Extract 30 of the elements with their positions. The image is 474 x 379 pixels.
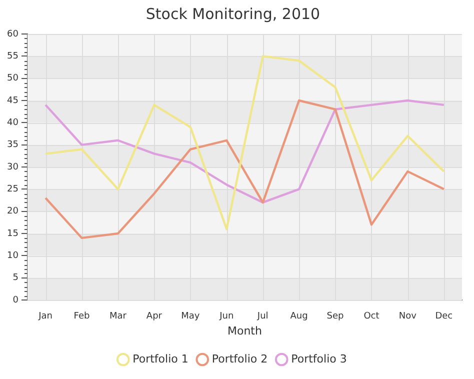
y-tick-label: 50 (7, 74, 19, 84)
x-tick-label: Aug (290, 312, 308, 322)
legend-label: Portfolio 3 (291, 352, 347, 366)
y-tick-label: 60 (7, 29, 19, 40)
y-tick-label: 25 (7, 184, 18, 195)
y-tick-label: 45 (7, 96, 18, 106)
x-axis-title: Month (227, 324, 262, 338)
y-tick-label: 35 (7, 140, 18, 150)
y-tick-label: 5 (12, 273, 18, 284)
y-tick-label: 40 (7, 118, 19, 128)
y-tick-label: 0 (12, 295, 19, 306)
y-tick-label: 20 (7, 206, 19, 217)
y-tick-label: 55 (7, 52, 18, 62)
legend-label: Portfolio 2 (212, 352, 268, 366)
x-tick-label: Mar (109, 312, 127, 322)
x-tick-label: Jan (38, 312, 52, 322)
x-tick-label: May (181, 312, 200, 322)
y-tick-label: 10 (7, 251, 19, 262)
x-tick-label: Sep (326, 312, 344, 322)
legend-label: Portfolio 1 (132, 352, 188, 366)
x-tick-label: Dec (435, 312, 453, 322)
y-tick-label: 15 (7, 228, 18, 239)
y-tick-label: 30 (7, 162, 19, 172)
x-tick-label: Oct (364, 312, 380, 322)
x-tick-label: Nov (398, 312, 418, 322)
x-tick-label: Apr (146, 312, 162, 322)
chart-title: Stock Monitoring, 2010 (146, 4, 320, 23)
x-tick-label: Feb (74, 312, 90, 322)
x-tick-label: Jul (256, 312, 268, 322)
x-tick-label: Jun (218, 312, 234, 322)
